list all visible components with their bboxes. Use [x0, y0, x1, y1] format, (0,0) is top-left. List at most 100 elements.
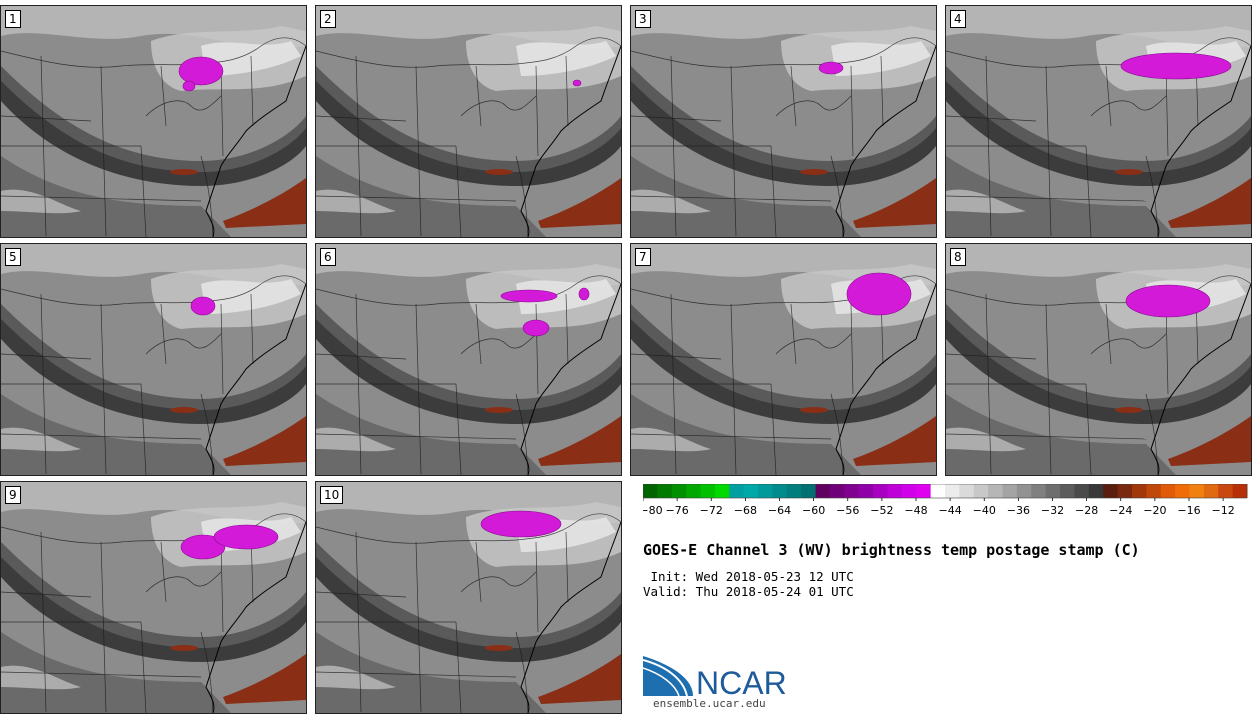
cold-cloud-region [818, 61, 844, 75]
cold-cloud-region [522, 319, 550, 337]
cold-cloud-region [178, 56, 224, 86]
cold-cloud-region [846, 272, 912, 316]
colorbar-swatch [1016, 484, 1032, 498]
colorbar-swatch [801, 484, 817, 498]
colorbar-swatch [758, 484, 773, 498]
colorbar-tick-label: −32 [1041, 504, 1064, 517]
wv-map [1, 482, 306, 713]
wv-map [316, 6, 621, 237]
map-panel: 10 [315, 481, 622, 714]
cold-cloud-region [182, 80, 196, 92]
colorbar-swatch [1088, 484, 1104, 498]
map-panel: 5 [0, 243, 307, 476]
colorbar-swatch [1131, 484, 1147, 498]
colorbar-tick-label: −76 [666, 504, 689, 517]
colorbar-swatch [945, 484, 960, 498]
colorbar-swatch [1189, 484, 1205, 498]
panel-number: 3 [635, 10, 651, 28]
colorbar-tick-label: −52 [870, 504, 893, 517]
logo-text: NCAR [696, 665, 787, 698]
colorbar-swatch [959, 484, 975, 498]
panel-number: 8 [950, 248, 966, 266]
colorbar-swatch [657, 484, 673, 498]
colorbar-swatch [901, 484, 917, 498]
colorbar-swatch [1045, 484, 1061, 498]
colorbar-swatch [643, 484, 658, 498]
wv-map [1, 244, 306, 475]
colorbar-swatch [844, 484, 860, 498]
colorbar-swatch [1031, 484, 1047, 498]
colorbar-tick-label: −60 [802, 504, 825, 517]
wv-map [946, 244, 1251, 475]
colorbar-swatch [700, 484, 716, 498]
valid-time: Valid: Thu 2018-05-24 01 UTC [643, 584, 854, 599]
colorbar-tick-label: −72 [700, 504, 723, 517]
colorbar-swatch [1002, 484, 1018, 498]
colorbar-swatch [1175, 484, 1190, 498]
colorbar-swatch [873, 484, 888, 498]
colorbar-swatch [772, 484, 788, 498]
map-panel: 9 [0, 481, 307, 714]
map-panel: 1 [0, 5, 307, 238]
colorbar-swatch [729, 484, 745, 498]
colorbar-tick-label: −40 [973, 504, 996, 517]
colorbar-swatch [1146, 484, 1162, 498]
cold-cloud-region [572, 79, 582, 87]
colorbar-swatch [686, 484, 702, 498]
ncar-logo: NCAR [642, 656, 793, 702]
colorbar-tick-label: −28 [1075, 504, 1098, 517]
colorbar-swatch [1232, 484, 1248, 498]
colorbar-swatch [1074, 484, 1090, 498]
panel-number: 2 [320, 10, 336, 28]
colorbar-tick-label: −80 [643, 504, 663, 517]
cold-cloud-region [578, 287, 590, 301]
wv-map [316, 244, 621, 475]
map-panel: 7 [630, 243, 937, 476]
colorbar-swatch [887, 484, 903, 498]
logo-url: ensemble.ucar.edu [653, 697, 766, 710]
colorbar-swatch [1117, 484, 1133, 498]
chart-title: GOES-E Channel 3 (WV) brightness temp po… [643, 541, 1140, 559]
colorbar-swatch [1060, 484, 1075, 498]
map-panel: 6 [315, 243, 622, 476]
colorbar: −80 −76 −72 −68 −64 −60 −56 −52 −48 −44 −40 −36 −32−… [643, 484, 1248, 517]
colorbar-swatch [815, 484, 831, 498]
colorbar-swatch [829, 484, 845, 498]
colorbar-tick-label: −20 [1143, 504, 1166, 517]
map-panel: 3 [630, 5, 937, 238]
colorbar-tick-label: −48 [904, 504, 927, 517]
panel-number: 7 [635, 248, 651, 266]
colorbar-swatch [1103, 484, 1119, 498]
panel-number: 9 [5, 486, 21, 504]
colorbar-swatch [743, 484, 759, 498]
panel-number: 1 [5, 10, 21, 28]
colorbar-tick-label: −24 [1109, 504, 1132, 517]
colorbar-tick-label: −68 [734, 504, 757, 517]
cold-cloud-region [190, 296, 216, 316]
colorbar-swatch [930, 484, 946, 498]
panel-number: 6 [320, 248, 336, 266]
colorbar-swatch [1160, 484, 1176, 498]
colorbar-tick-label: −16 [1177, 504, 1200, 517]
cold-cloud-region [1125, 284, 1211, 318]
colorbar-swatch [916, 484, 932, 498]
init-time: Init: Wed 2018-05-23 12 UTC [643, 569, 854, 584]
colorbar-tick-label: −44 [939, 504, 962, 517]
map-panel: 8 [945, 243, 1252, 476]
wv-map [946, 6, 1251, 237]
cold-cloud-region [213, 524, 279, 550]
cold-cloud-region [500, 289, 558, 303]
wv-map [631, 6, 936, 237]
panel-number: 5 [5, 248, 21, 266]
colorbar-swatch [786, 484, 802, 498]
colorbar-swatch [973, 484, 989, 498]
colorbar-swatch [714, 484, 730, 498]
map-panel: 2 [315, 5, 622, 238]
colorbar-swatch [671, 484, 687, 498]
colorbar-swatch [1203, 484, 1219, 498]
wv-map [1, 6, 306, 237]
wv-map [316, 482, 621, 713]
colorbar-tick-label: −12 [1212, 504, 1235, 517]
map-panel: 4 [945, 5, 1252, 238]
cold-cloud-region [180, 534, 226, 560]
